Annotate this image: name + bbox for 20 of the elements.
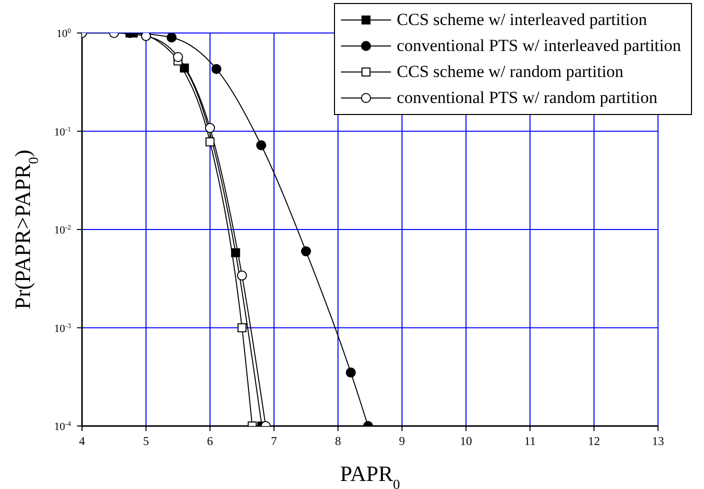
x-tick-label: 12 <box>588 434 600 448</box>
legend-label: conventional PTS w/ interleaved partition <box>396 36 681 56</box>
y-tick-label: 10$^{-1}$ <box>54 125 72 138</box>
legend-label: CCS scheme w/ interleaved partition <box>396 10 647 30</box>
y-tick-label: 10$^{0}$ <box>56 27 72 40</box>
x-tick-label: 6 <box>207 434 213 448</box>
legend-label: conventional PTS w/ random partition <box>396 88 658 108</box>
x-axis-title: PAPR$_{0}$ <box>340 461 400 489</box>
x-tick-label: 8 <box>335 434 341 448</box>
x-tick-label: 7 <box>271 434 277 448</box>
y-tick-label: 10$^{-4}$ <box>54 420 72 433</box>
y-tick-label: 10$^{-3}$ <box>54 322 72 335</box>
x-tick-label: 5 <box>143 434 149 448</box>
x-tick-label: 11 <box>524 434 536 448</box>
legend-label: CCS scheme w/ random partition <box>396 62 624 82</box>
x-tick-label: 9 <box>399 434 405 448</box>
x-tick-label: 13 <box>652 434 664 448</box>
x-tick-label: 4 <box>79 434 85 448</box>
y-tick-label: 10$^{-2}$ <box>54 224 72 236</box>
x-tick-label: 10 <box>460 434 472 448</box>
